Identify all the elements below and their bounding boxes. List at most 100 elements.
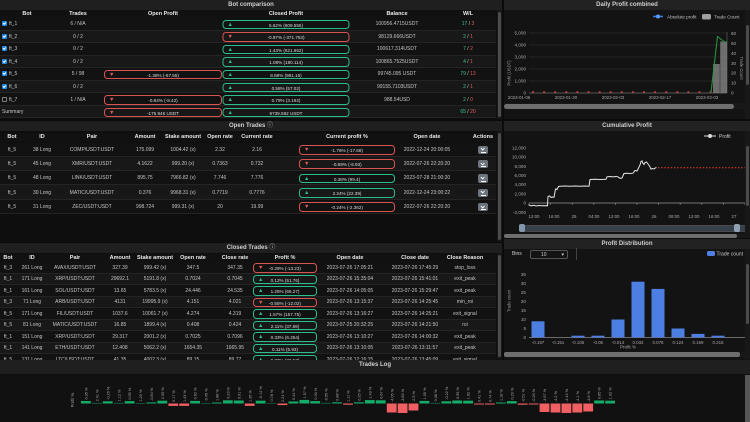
svg-text:1.05 %: 1.05 %	[423, 387, 427, 399]
svg-text:-4.2 %: -4.2 %	[554, 390, 558, 402]
svg-text:0.169: 0.169	[693, 340, 705, 345]
svg-text:-3.6 %: -3.6 %	[587, 390, 591, 402]
svg-text:-0.55 %: -0.55 %	[325, 388, 329, 402]
svg-text:-0.12 %: -0.12 %	[259, 385, 263, 399]
svg-text:0.078: 0.078	[653, 340, 665, 345]
svg-text:Profit %: Profit %	[70, 392, 75, 407]
svg-text:0.29 %: 0.29 %	[510, 387, 514, 399]
svg-text:1.43 %: 1.43 %	[368, 386, 372, 398]
svg-text:2,000: 2,000	[515, 67, 527, 72]
svg-text:-3.83 %: -3.83 %	[401, 388, 405, 402]
svg-text:26: 26	[652, 214, 657, 219]
svg-text:-0.29 %: -0.29 %	[106, 386, 110, 400]
svg-text:10: 10	[731, 81, 737, 86]
svg-text:40: 40	[731, 51, 737, 56]
svg-text:12,000: 12,000	[512, 145, 526, 150]
svg-text:2023-02-17: 2023-02-17	[649, 95, 672, 100]
svg-text:-3.97 %: -3.97 %	[543, 388, 547, 402]
svg-text:-0.26 %: -0.26 %	[532, 388, 536, 402]
svg-text:4,000: 4,000	[515, 182, 527, 187]
svg-text:0.33 %: 0.33 %	[314, 387, 318, 399]
svg-text:1.43 %: 1.43 %	[183, 390, 187, 402]
svg-text:0.215: 0.215	[713, 340, 725, 345]
svg-text:0.35 %: 0.35 %	[85, 387, 89, 399]
svg-text:2023-03-03: 2023-03-03	[696, 95, 719, 100]
svg-text:30: 30	[731, 61, 737, 66]
svg-text:1.11 %: 1.11 %	[347, 390, 351, 402]
svg-text:1.88 %: 1.88 %	[216, 389, 220, 401]
svg-text:08:00: 08:00	[669, 214, 681, 219]
svg-text:0: 0	[523, 201, 526, 206]
svg-text:-4.05 %: -4.05 %	[390, 388, 394, 402]
svg-text:10: 10	[521, 317, 527, 322]
svg-text:1.02 %: 1.02 %	[609, 387, 613, 399]
svg-text:5,000: 5,000	[515, 31, 527, 36]
svg-text:-0.151: -0.151	[552, 340, 565, 345]
svg-text:2.41 %: 2.41 %	[95, 389, 99, 401]
svg-text:20: 20	[731, 71, 737, 76]
svg-text:0.88 %: 0.88 %	[336, 388, 340, 400]
svg-text:0.17 %: 0.17 %	[172, 390, 176, 402]
svg-text:-4.1 %: -4.1 %	[576, 390, 580, 402]
svg-text:Profit (USDT): Profit (USDT)	[507, 60, 512, 86]
svg-text:35: 35	[521, 272, 527, 277]
svg-text:Profit %: Profit %	[620, 345, 636, 350]
svg-text:-0.51 %: -0.51 %	[521, 388, 525, 402]
svg-text:12:00: 12:00	[529, 214, 541, 219]
svg-text:12:00: 12:00	[689, 214, 701, 219]
svg-text:Trade Count: Trade Count	[739, 56, 744, 80]
svg-text:15: 15	[521, 308, 527, 313]
svg-text:Trade Count: Trade Count	[714, 15, 740, 20]
svg-text:1.20 %: 1.20 %	[139, 389, 143, 401]
svg-text:8,000: 8,000	[515, 164, 527, 169]
svg-text:0.67 %: 0.67 %	[379, 386, 383, 398]
svg-text:1.18 %: 1.18 %	[500, 389, 504, 401]
svg-text:0.62 %: 0.62 %	[194, 387, 198, 399]
svg-text:1.57 %: 1.57 %	[303, 386, 307, 398]
svg-text:2023-02-03: 2023-02-03	[602, 95, 625, 100]
svg-text:12:00: 12:00	[609, 214, 621, 219]
svg-text:-0.06: -0.06	[593, 340, 604, 345]
svg-text:0.25 %: 0.25 %	[358, 388, 362, 400]
svg-text:10,000: 10,000	[512, 155, 526, 160]
svg-text:0.44 %: 0.44 %	[292, 388, 296, 400]
svg-text:1.35 %: 1.35 %	[248, 390, 252, 402]
svg-text:4,000: 4,000	[515, 43, 527, 48]
svg-text:25: 25	[521, 290, 527, 295]
svg-text:1.12 %: 1.12 %	[117, 389, 121, 401]
svg-text:50: 50	[731, 41, 737, 46]
svg-text:16:00: 16:00	[709, 214, 721, 219]
svg-text:-0.014: -0.014	[612, 340, 625, 345]
svg-text:0: 0	[523, 91, 526, 96]
svg-text:0.55 %: 0.55 %	[128, 387, 132, 399]
svg-text:-2.5 %: -2.5 %	[412, 390, 416, 402]
svg-text:2023-01-06: 2023-01-06	[508, 95, 531, 100]
svg-text:5: 5	[523, 326, 526, 331]
svg-text:0.74 %: 0.74 %	[489, 390, 493, 402]
svg-text:2,000: 2,000	[515, 191, 527, 196]
svg-text:2.05 %: 2.05 %	[161, 387, 165, 399]
svg-text:0: 0	[523, 335, 526, 340]
svg-text:0.95 %: 0.95 %	[456, 387, 460, 399]
svg-text:16:00: 16:00	[549, 214, 561, 219]
svg-text:0.032: 0.032	[633, 340, 645, 345]
svg-text:Profit: Profit	[719, 134, 731, 140]
svg-text:Absolute profit: Absolute profit	[667, 15, 697, 20]
svg-text:60: 60	[731, 31, 737, 36]
svg-text:16:00: 16:00	[629, 214, 641, 219]
svg-text:0.78 %: 0.78 %	[270, 389, 274, 401]
svg-text:2.24 %: 2.24 %	[281, 390, 285, 402]
svg-text:25: 25	[572, 214, 577, 219]
svg-text:-0.22 %: -0.22 %	[445, 386, 449, 400]
svg-text:0.41 %: 0.41 %	[478, 390, 482, 402]
svg-text:1,000: 1,000	[515, 79, 527, 84]
svg-text:-0.84 %: -0.84 %	[150, 387, 154, 401]
svg-text:3,000: 3,000	[515, 55, 527, 60]
svg-text:0.38 %: 0.38 %	[434, 389, 438, 401]
svg-text:6,000: 6,000	[515, 173, 527, 178]
svg-text:-4.44 %: -4.44 %	[565, 388, 569, 402]
svg-text:1.62 %: 1.62 %	[467, 387, 471, 399]
svg-text:-0.45 %: -0.45 %	[205, 388, 209, 402]
svg-text:0.124: 0.124	[673, 340, 685, 345]
svg-text:-2,000: -2,000	[513, 210, 526, 215]
